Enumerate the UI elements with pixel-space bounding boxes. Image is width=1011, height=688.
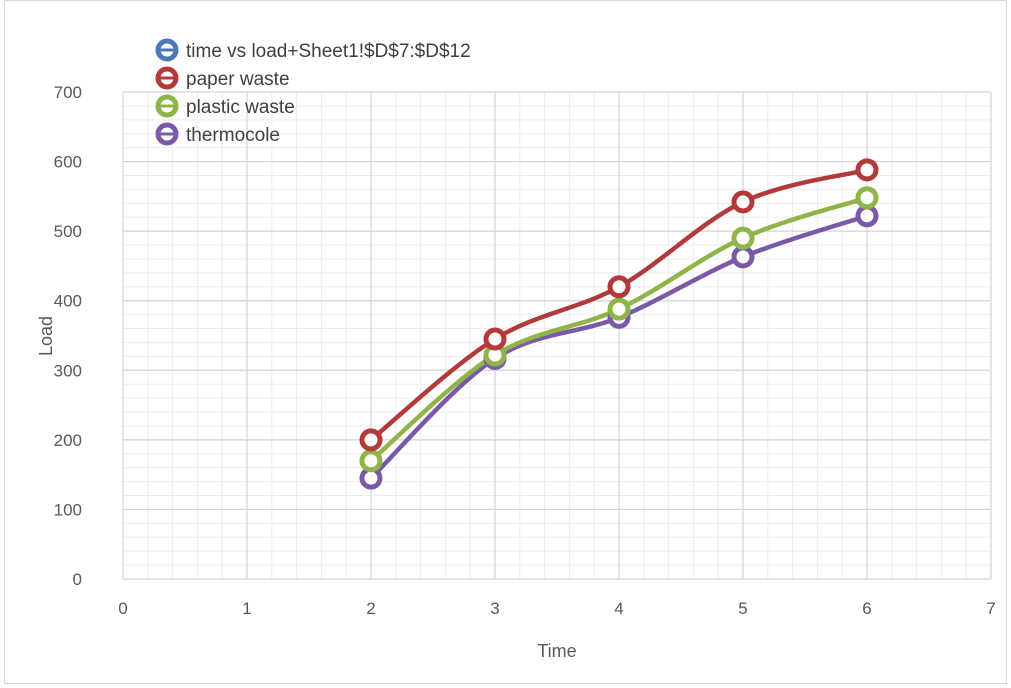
x-axis-title: Time xyxy=(537,641,576,661)
data-point-plastic-waste-5 xyxy=(731,226,755,250)
data-point-paper-waste-6 xyxy=(855,158,879,182)
data-point-thermocole-5 xyxy=(731,245,755,269)
x-tick-label: 6 xyxy=(862,599,871,618)
data-point-plastic-waste-6 xyxy=(855,186,879,210)
y-tick-label: 600 xyxy=(54,153,82,172)
y-tick-label: 500 xyxy=(54,222,82,241)
y-tick-label: 100 xyxy=(54,500,82,519)
series-points xyxy=(359,158,879,490)
x-axis-ticks: 0 1 2 3 4 5 6 7 xyxy=(118,599,995,618)
legend-item: thermocole xyxy=(155,122,280,146)
y-tick-label: 300 xyxy=(54,361,82,380)
y-tick-label: 700 xyxy=(54,83,82,102)
x-tick-label: 0 xyxy=(118,599,127,618)
y-tick-label: 200 xyxy=(54,431,82,450)
legend-label: paper waste xyxy=(186,69,290,90)
legend: time vs load+Sheet1!$D$7:$D$12 paper wast… xyxy=(155,38,471,146)
data-point-paper-waste-3 xyxy=(483,327,507,351)
legend-item: paper waste xyxy=(155,66,290,90)
y-tick-label: 0 xyxy=(73,570,82,589)
data-point-paper-waste-2 xyxy=(359,428,383,452)
data-point-plastic-waste-4 xyxy=(607,297,631,321)
y-axis-ticks: 0 100 200 300 400 500 600 700 xyxy=(54,83,82,589)
legend-label: thermocole xyxy=(186,125,280,146)
legend-item: plastic waste xyxy=(155,94,295,118)
legend-label: time vs load+Sheet1!$D$7:$D$12 xyxy=(186,41,471,62)
x-tick-label: 3 xyxy=(490,599,499,618)
data-point-paper-waste-4 xyxy=(607,275,631,299)
x-tick-label: 2 xyxy=(366,599,375,618)
y-tick-label: 400 xyxy=(54,292,82,311)
data-point-plastic-waste-2 xyxy=(359,449,383,473)
legend-item: time vs load+Sheet1!$D$7:$D$12 xyxy=(155,38,471,62)
x-tick-label: 7 xyxy=(986,599,995,618)
x-tick-label: 1 xyxy=(242,599,251,618)
x-tick-label: 5 xyxy=(738,599,747,618)
legend-label: plastic waste xyxy=(186,97,295,118)
data-point-paper-waste-5 xyxy=(731,190,755,214)
y-axis-title: Load xyxy=(36,316,56,356)
data-point-thermocole-6 xyxy=(855,204,879,228)
major-gridlines xyxy=(122,91,992,580)
x-tick-label: 4 xyxy=(614,599,623,618)
